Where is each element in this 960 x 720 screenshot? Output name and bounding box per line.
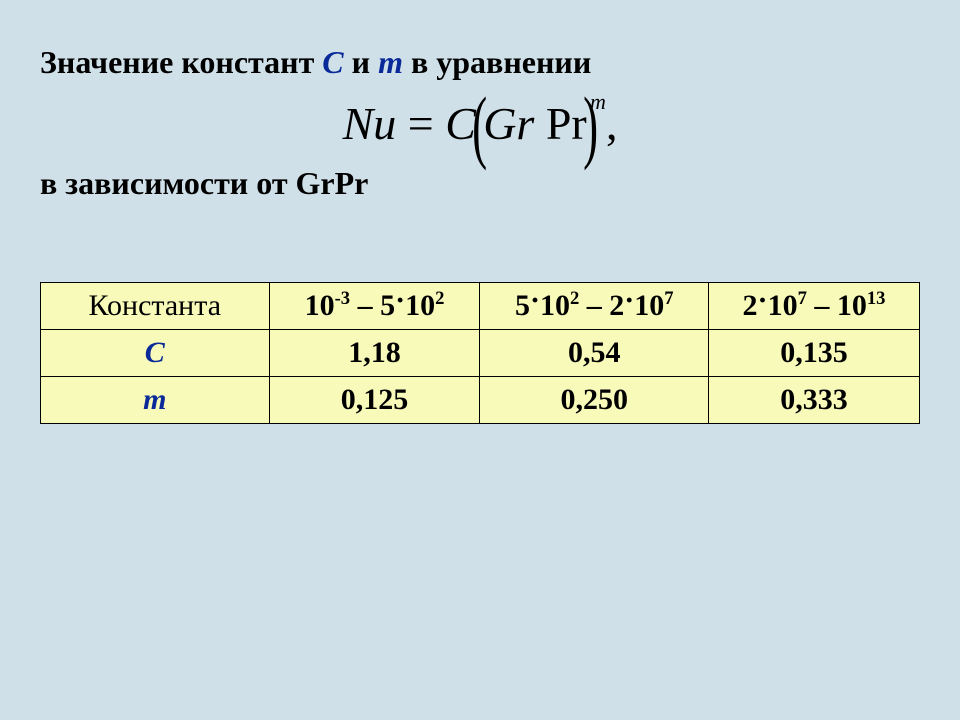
cell: 1,18: [269, 330, 480, 377]
equation: Nu = C(Gr Pr)m,: [40, 91, 920, 147]
cell: 0,250: [480, 377, 709, 424]
cell: 0,135: [709, 330, 920, 377]
cell: 0,125: [269, 377, 480, 424]
heading-prefix: Значение констант: [40, 44, 322, 80]
table-row: C 1,18 0,54 0,135: [41, 330, 920, 377]
range-1: 10-3 – 5·102: [269, 283, 480, 330]
cell: 0,54: [480, 330, 709, 377]
range-3: 2·107 – 1013: [709, 283, 920, 330]
eq-Pr: Pr: [546, 98, 587, 149]
row-label-m: m: [41, 377, 270, 424]
heading-line: Значение констант С и m в уравнении: [40, 44, 920, 81]
eq-Nu: Nu: [343, 98, 397, 149]
header-label: Константа: [41, 283, 270, 330]
constants-table-wrap: Константа 10-3 – 5·102 5·102 – 2·107 2·1…: [40, 282, 920, 424]
heading-m: m: [378, 44, 403, 80]
eq-Gr: Gr: [483, 98, 534, 149]
eq-tail: ,: [606, 98, 618, 149]
cell: 0,333: [709, 377, 920, 424]
constants-table: Константа 10-3 – 5·102 5·102 – 2·107 2·1…: [40, 282, 920, 424]
eq-equals: =: [396, 98, 445, 149]
heading-suffix: в уравнении: [403, 44, 591, 80]
table-header-row: Константа 10-3 – 5·102 5·102 – 2·107 2·1…: [41, 283, 920, 330]
range-2: 5·102 – 2·107: [480, 283, 709, 330]
heading-mid: и: [344, 44, 378, 80]
row-label-C: C: [41, 330, 270, 377]
heading-C: С: [322, 44, 343, 80]
table-row: m 0,125 0,250 0,333: [41, 377, 920, 424]
